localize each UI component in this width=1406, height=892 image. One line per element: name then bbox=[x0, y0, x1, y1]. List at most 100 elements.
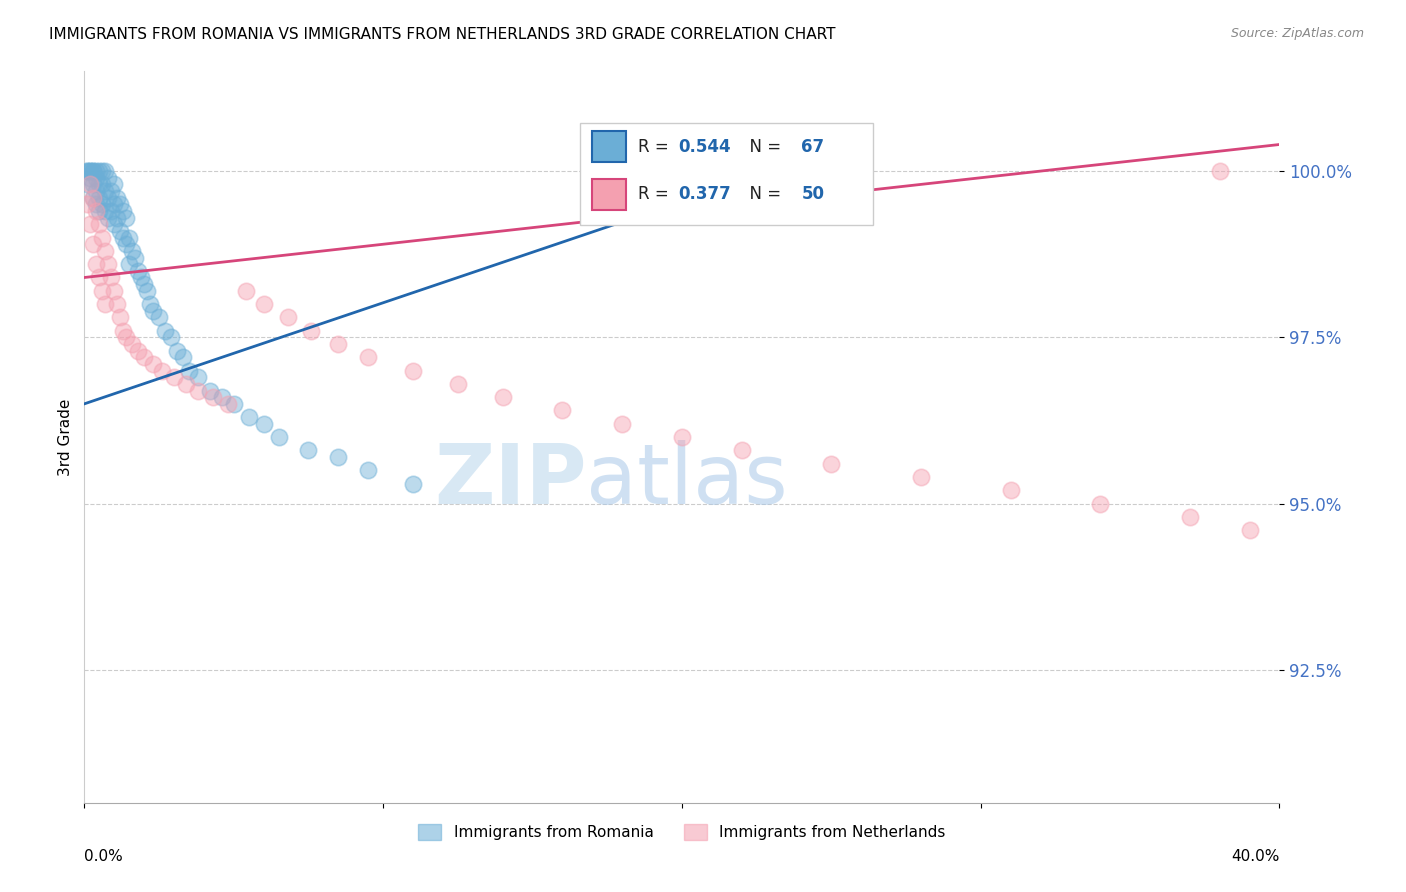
Text: N =: N = bbox=[740, 137, 786, 156]
Point bbox=[328, 337, 350, 351]
Point bbox=[91, 178, 114, 192]
Point bbox=[187, 370, 209, 384]
Point bbox=[105, 297, 128, 311]
Point bbox=[136, 284, 159, 298]
Point bbox=[139, 297, 162, 311]
Text: atlas: atlas bbox=[586, 441, 787, 522]
Point bbox=[492, 390, 515, 404]
Point bbox=[124, 251, 146, 265]
Point bbox=[253, 297, 276, 311]
Point bbox=[267, 430, 290, 444]
Point bbox=[211, 390, 233, 404]
Point bbox=[79, 170, 101, 185]
Text: ZIP: ZIP bbox=[434, 441, 586, 522]
Point bbox=[89, 204, 111, 219]
Point bbox=[105, 211, 128, 225]
Text: Source: ZipAtlas.com: Source: ZipAtlas.com bbox=[1230, 27, 1364, 40]
Point bbox=[100, 204, 122, 219]
Point bbox=[551, 403, 574, 417]
Point bbox=[217, 397, 239, 411]
Text: IMMIGRANTS FROM ROMANIA VS IMMIGRANTS FROM NETHERLANDS 3RD GRADE CORRELATION CHA: IMMIGRANTS FROM ROMANIA VS IMMIGRANTS FR… bbox=[49, 27, 835, 42]
Point bbox=[163, 370, 186, 384]
Point bbox=[103, 284, 125, 298]
Point bbox=[86, 164, 108, 178]
Point bbox=[100, 270, 122, 285]
Point bbox=[79, 178, 101, 192]
Point bbox=[115, 237, 138, 252]
Point bbox=[1239, 523, 1261, 537]
Text: 0.377: 0.377 bbox=[678, 186, 731, 203]
Point bbox=[91, 284, 114, 298]
Point bbox=[110, 224, 132, 238]
Point bbox=[301, 324, 323, 338]
Point bbox=[118, 230, 141, 244]
Point bbox=[238, 410, 260, 425]
Point bbox=[105, 191, 128, 205]
Point bbox=[115, 211, 138, 225]
Point bbox=[97, 211, 120, 225]
Text: 50: 50 bbox=[801, 186, 824, 203]
Point bbox=[132, 351, 156, 365]
Point bbox=[91, 197, 114, 211]
Point bbox=[82, 178, 104, 192]
Point bbox=[1090, 497, 1112, 511]
Point bbox=[115, 330, 138, 344]
Point bbox=[76, 197, 98, 211]
Text: 67: 67 bbox=[801, 137, 824, 156]
Point bbox=[166, 343, 188, 358]
Point bbox=[91, 164, 114, 178]
Text: 0.0%: 0.0% bbox=[84, 849, 124, 864]
Point bbox=[89, 164, 111, 178]
Point bbox=[94, 204, 117, 219]
Point bbox=[402, 476, 425, 491]
Point bbox=[222, 397, 245, 411]
FancyBboxPatch shape bbox=[592, 179, 626, 210]
Point bbox=[121, 337, 143, 351]
Legend: Immigrants from Romania, Immigrants from Netherlands: Immigrants from Romania, Immigrants from… bbox=[412, 818, 952, 847]
Point bbox=[86, 184, 108, 198]
Point bbox=[79, 164, 101, 178]
Point bbox=[148, 310, 170, 325]
Point bbox=[112, 230, 135, 244]
Point bbox=[174, 376, 197, 391]
Point bbox=[86, 204, 108, 219]
Point bbox=[112, 204, 135, 219]
Point bbox=[132, 277, 156, 292]
Point bbox=[82, 164, 104, 178]
Point bbox=[94, 244, 117, 258]
Point bbox=[89, 217, 111, 231]
Point bbox=[94, 184, 117, 198]
Point bbox=[112, 324, 135, 338]
Point bbox=[172, 351, 194, 365]
Point bbox=[89, 270, 111, 285]
Point bbox=[94, 297, 117, 311]
Point bbox=[79, 217, 101, 231]
Point bbox=[177, 363, 200, 377]
Point bbox=[277, 310, 299, 325]
Point bbox=[76, 178, 98, 192]
Point bbox=[82, 191, 104, 205]
Point bbox=[129, 270, 152, 285]
Point bbox=[76, 164, 98, 178]
Point bbox=[97, 257, 120, 271]
Point bbox=[731, 443, 754, 458]
Point bbox=[671, 430, 693, 444]
Point bbox=[89, 191, 111, 205]
Point bbox=[86, 170, 108, 185]
Point bbox=[910, 470, 932, 484]
Point bbox=[94, 164, 117, 178]
Point bbox=[1178, 509, 1201, 524]
Point bbox=[153, 324, 176, 338]
Text: 40.0%: 40.0% bbox=[1232, 849, 1279, 864]
Text: N =: N = bbox=[740, 186, 786, 203]
Point bbox=[201, 390, 224, 404]
Point bbox=[1209, 164, 1232, 178]
Point bbox=[253, 417, 276, 431]
Point bbox=[142, 357, 165, 371]
Point bbox=[127, 264, 149, 278]
Point bbox=[612, 417, 634, 431]
Text: R =: R = bbox=[638, 186, 673, 203]
Point bbox=[82, 164, 104, 178]
Point bbox=[402, 363, 425, 377]
Point bbox=[447, 376, 470, 391]
